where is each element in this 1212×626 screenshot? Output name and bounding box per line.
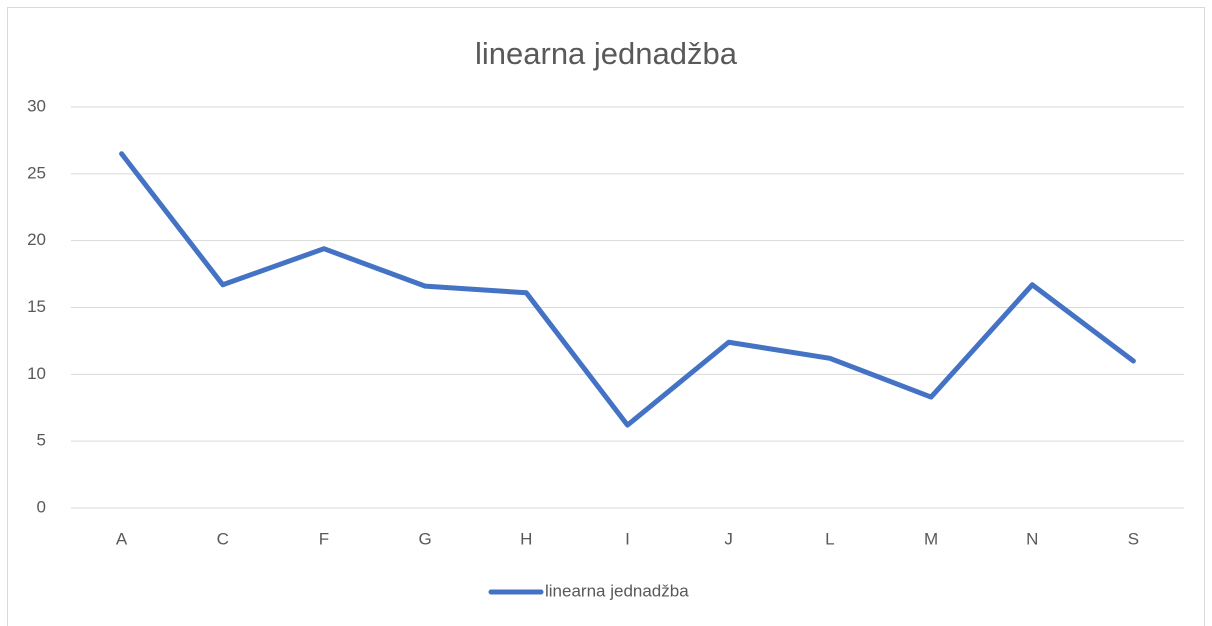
x-tick-label: I [625,529,630,548]
x-tick-label: N [1026,529,1038,548]
x-tick-label: H [520,529,532,548]
y-tick-label: 5 [37,431,46,450]
x-tick-label: C [217,529,229,548]
x-tick-label: A [116,529,128,548]
y-tick-label: 0 [37,497,46,516]
line-series [119,151,1136,428]
y-tick-label: 15 [27,297,46,316]
y-tick-label: 30 [27,96,46,115]
x-tick-label: S [1128,529,1139,548]
x-tick-label: J [724,529,733,548]
y-tick-label: 10 [27,364,46,383]
y-tick-label: 25 [27,163,46,182]
x-tick-label: M [924,529,938,548]
x-tick-label: L [825,529,834,548]
chart-title: linearna jednadžba [475,36,738,71]
y-tick-label: 20 [27,230,46,249]
legend-label: linearna jednadžba [545,581,689,600]
x-tick-label: G [419,529,432,548]
chart-border [7,7,1205,626]
x-tick-label: F [319,529,329,548]
